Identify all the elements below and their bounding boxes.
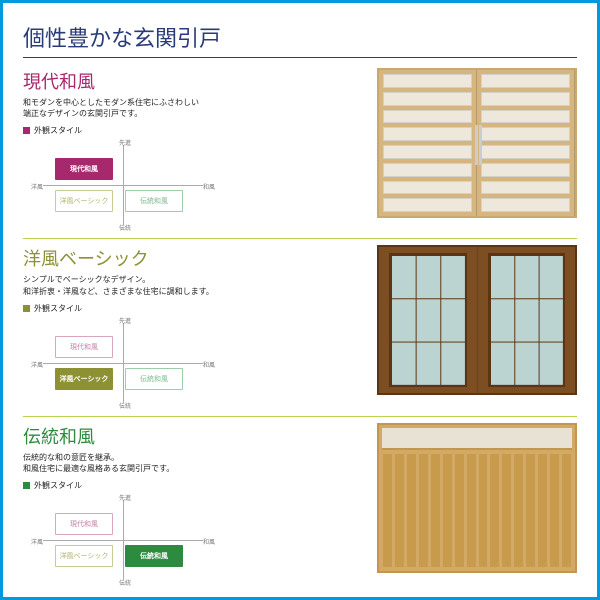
quadrant-cell-br: 伝統和風: [125, 545, 183, 567]
main-title: 個性豊かな玄関引戸: [23, 21, 577, 58]
style-diagram: 先進 伝統 洋風 和風 現代和風 洋風ベーシック 伝統和風: [33, 318, 213, 408]
legend-label: 外観スタイル: [34, 125, 82, 136]
style-title: 洋風ベーシック: [23, 245, 369, 271]
style-diagram: 先進 伝統 洋風 和風 現代和風 洋風ベーシック 伝統和風: [33, 495, 213, 585]
legend-swatch: [23, 127, 30, 134]
quadrant-cell-tl: 現代和風: [55, 513, 113, 535]
section-trad: 伝統和風 伝統的な和の意匠を継承。和風住宅に最適な風格ある玄関引戸です。 外観ス…: [23, 423, 577, 593]
legend: 外観スタイル: [23, 125, 369, 136]
quadrant-cell-bl: 洋風ベーシック: [55, 545, 113, 567]
legend: 外観スタイル: [23, 480, 369, 491]
quadrant-cell-tl: 現代和風: [55, 336, 113, 358]
style-title: 現代和風: [23, 68, 369, 94]
quadrant-cell-tl: 現代和風: [55, 158, 113, 180]
legend-swatch: [23, 482, 30, 489]
section-modern: 現代和風 和モダンを中心としたモダン系住宅にふさわしい端正なデザインの玄関引戸で…: [23, 68, 577, 239]
style-desc: シンプルでベーシックなデザイン。和洋折衷・洋風など、さまざまな住宅に調和します。: [23, 274, 369, 296]
legend-label: 外観スタイル: [34, 303, 82, 314]
style-desc: 伝統的な和の意匠を継承。和風住宅に最適な風格ある玄関引戸です。: [23, 452, 369, 474]
quadrant-cell-br: 伝統和風: [125, 368, 183, 390]
style-desc: 和モダンを中心としたモダン系住宅にふさわしい端正なデザインの玄関引戸です。: [23, 97, 369, 119]
legend: 外観スタイル: [23, 303, 369, 314]
door-image: [377, 68, 577, 218]
quadrant-cell-bl: 洋風ベーシック: [55, 368, 113, 390]
section-basic: 洋風ベーシック シンプルでベーシックなデザイン。和洋折衷・洋風など、さまざまな住…: [23, 245, 577, 416]
legend-swatch: [23, 305, 30, 312]
quadrant-cell-br: 伝統和風: [125, 190, 183, 212]
door-image: [377, 245, 577, 395]
style-diagram: 先進 伝統 洋風 和風 現代和風 洋風ベーシック 伝統和風: [33, 140, 213, 230]
quadrant-cell-bl: 洋風ベーシック: [55, 190, 113, 212]
door-image: [377, 423, 577, 573]
legend-label: 外観スタイル: [34, 480, 82, 491]
style-title: 伝統和風: [23, 423, 369, 449]
